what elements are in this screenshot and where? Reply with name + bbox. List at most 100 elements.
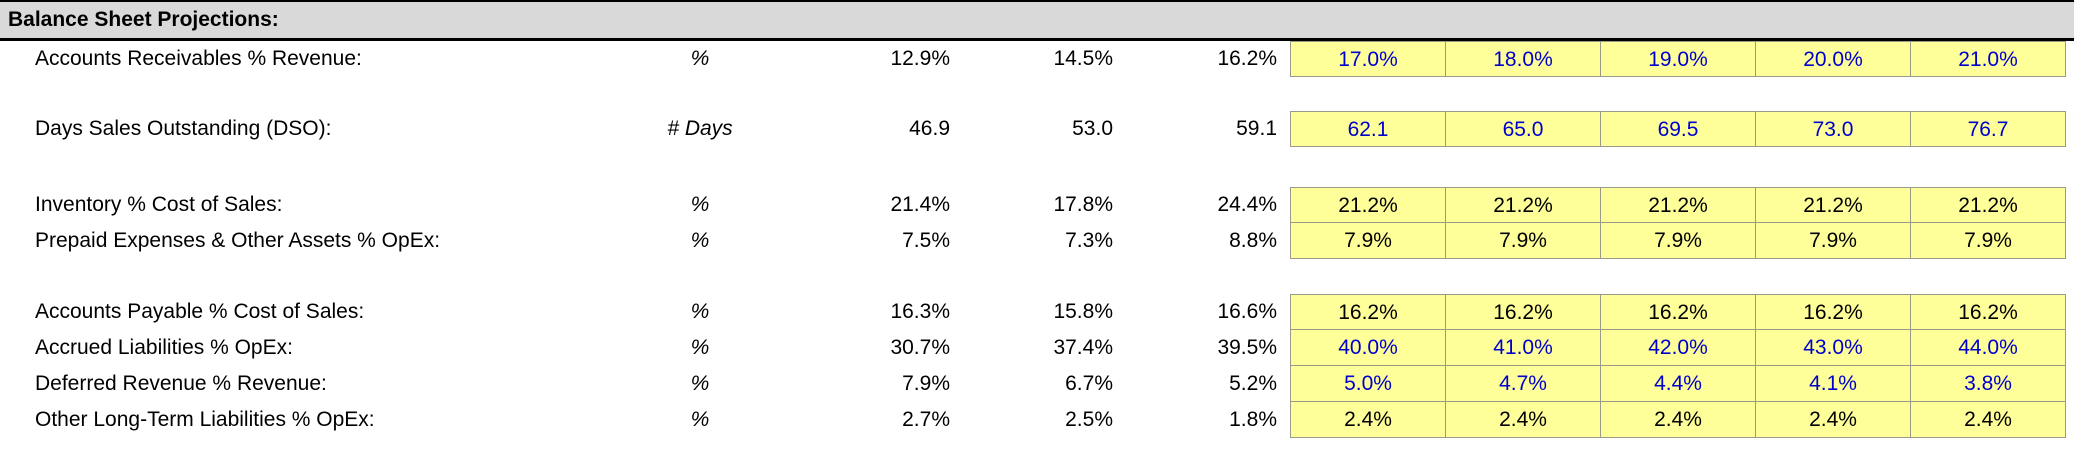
historical-value-cell: 53.0: [1072, 117, 1113, 140]
table-row-wrap: Accrued Liabilities % OpEx: % 30.7% 37.4…: [0, 330, 2074, 366]
projection-input-cell[interactable]: 7.9%: [1601, 223, 1756, 258]
row-unit: %: [690, 193, 710, 216]
column-gap: [1277, 366, 1290, 402]
projection-input-cell[interactable]: 4.1%: [1756, 366, 1911, 401]
historical-value-cell: 14.5%: [1053, 47, 1113, 70]
historical-value-cell: 30.7%: [890, 336, 950, 359]
projection-input-strip: 62.1 65.0 69.5 73.0 76.7: [1290, 111, 2066, 147]
historical-value-cell: 17.8%: [1053, 193, 1113, 216]
projection-input-cell[interactable]: 76.7: [1967, 118, 2009, 141]
historical-value-cell: 21.4%: [890, 193, 950, 216]
table-row-wrap: Accounts Receivables % Revenue: % 12.9% …: [0, 41, 2074, 77]
projection-input-cell[interactable]: 20.0%: [1756, 42, 1911, 76]
projection-input-cell[interactable]: 21.2%: [1291, 188, 1446, 222]
projection-input-cell[interactable]: 17.0%: [1291, 42, 1446, 76]
projection-input-strip: 16.2% 16.2% 16.2% 16.2% 16.2%: [1290, 294, 2066, 330]
projection-input-cell[interactable]: 73.0: [1756, 112, 1911, 146]
projection-input-cell[interactable]: 2.4%: [1756, 402, 1911, 437]
row-label: Days Sales Outstanding (DSO):: [35, 117, 332, 140]
projection-input-cell[interactable]: 16.2%: [1291, 295, 1446, 329]
projection-input-strip: 17.0% 18.0% 19.0% 20.0% 21.0%: [1290, 41, 2066, 77]
projection-input-cell[interactable]: 21.2%: [1446, 188, 1601, 222]
row-unit: %: [690, 229, 710, 252]
projection-input-strip: 7.9% 7.9% 7.9% 7.9% 7.9%: [1290, 223, 2066, 259]
projection-input-cell[interactable]: 7.9%: [1964, 229, 2012, 252]
table-row: Accrued Liabilities % OpEx: % 30.7% 37.4…: [0, 330, 2074, 366]
projection-input-cell[interactable]: 69.5: [1601, 112, 1756, 146]
row-unit: %: [690, 372, 710, 395]
blank-spacer-row: [0, 259, 2074, 294]
projection-input-cell[interactable]: 62.1: [1291, 112, 1446, 146]
column-gap: [1277, 41, 1290, 77]
section-title: Balance Sheet Projections:: [8, 8, 279, 31]
projection-input-cell[interactable]: 2.4%: [1446, 402, 1601, 437]
historical-value-cell: 1.8%: [1229, 408, 1277, 431]
row-label: Deferred Revenue % Revenue:: [35, 372, 327, 395]
table-row: Days Sales Outstanding (DSO): # Days 46.…: [0, 111, 2074, 147]
historical-value-cell: 16.2%: [1217, 47, 1277, 70]
projection-input-cell[interactable]: 2.4%: [1291, 402, 1446, 437]
projection-input-cell[interactable]: 3.8%: [1964, 372, 2012, 395]
table-row-wrap: Inventory % Cost of Sales: % 21.4% 17.8%…: [0, 187, 2074, 223]
projection-input-cell[interactable]: 21.2%: [1601, 188, 1756, 222]
historical-value-cell: 6.7%: [1065, 372, 1113, 395]
projection-input-cell[interactable]: 19.0%: [1601, 42, 1756, 76]
projection-input-cell[interactable]: 21.2%: [1958, 194, 2018, 217]
table-row: Other Long-Term Liabilities % OpEx: % 2.…: [0, 402, 2074, 438]
projection-input-cell[interactable]: 44.0%: [1958, 336, 2018, 359]
column-gap: [1277, 223, 1290, 259]
row-label: Accrued Liabilities % OpEx:: [35, 336, 293, 359]
projection-input-strip: 2.4% 2.4% 2.4% 2.4% 2.4%: [1290, 402, 2066, 438]
projection-input-strip: 40.0% 41.0% 42.0% 43.0% 44.0%: [1290, 330, 2066, 366]
historical-value-cell: 2.7%: [902, 408, 950, 431]
projection-input-cell[interactable]: 16.2%: [1601, 295, 1756, 329]
table-row-wrap: Days Sales Outstanding (DSO): # Days 46.…: [0, 111, 2074, 147]
projection-input-cell[interactable]: 65.0: [1446, 112, 1601, 146]
row-unit: %: [690, 47, 710, 70]
projection-input-cell[interactable]: 21.0%: [1958, 48, 2018, 71]
projection-input-cell[interactable]: 2.4%: [1601, 402, 1756, 437]
projection-input-cell[interactable]: 41.0%: [1446, 330, 1601, 365]
projection-input-cell[interactable]: 7.9%: [1291, 223, 1446, 258]
blank-spacer-row: [0, 77, 2074, 111]
column-gap: [1277, 111, 1290, 147]
historical-value-cell: 16.6%: [1217, 300, 1277, 323]
projection-rows-container: Accounts Receivables % Revenue: % 12.9% …: [0, 41, 2074, 438]
row-label: Inventory % Cost of Sales:: [35, 193, 283, 216]
table-row: Accounts Receivables % Revenue: % 12.9% …: [0, 41, 2074, 77]
historical-value-cell: 37.4%: [1053, 336, 1113, 359]
column-gap: [1277, 187, 1290, 223]
historical-value-cell: 15.8%: [1053, 300, 1113, 323]
table-row-wrap: Other Long-Term Liabilities % OpEx: % 2.…: [0, 402, 2074, 438]
historical-value-cell: 7.9%: [902, 372, 950, 395]
projection-input-cell[interactable]: 43.0%: [1756, 330, 1911, 365]
historical-value-cell: 59.1: [1236, 117, 1277, 140]
projection-input-cell[interactable]: 7.9%: [1756, 223, 1911, 258]
projection-input-cell[interactable]: 40.0%: [1291, 330, 1446, 365]
table-row: Prepaid Expenses & Other Assets % OpEx: …: [0, 223, 2074, 259]
historical-value-cell: 12.9%: [890, 47, 950, 70]
column-gap: [1277, 330, 1290, 366]
projection-input-cell[interactable]: 16.2%: [1446, 295, 1601, 329]
projection-input-cell[interactable]: 21.2%: [1756, 188, 1911, 222]
row-unit: %: [690, 336, 710, 359]
row-label: Accounts Payable % Cost of Sales:: [35, 300, 365, 323]
projection-input-cell[interactable]: 4.4%: [1601, 366, 1756, 401]
historical-value-cell: 39.5%: [1217, 336, 1277, 359]
historical-value-cell: 7.5%: [902, 229, 950, 252]
row-label: Accounts Receivables % Revenue:: [35, 47, 362, 70]
blank-spacer-row: [0, 147, 2074, 187]
projection-input-cell[interactable]: 7.9%: [1446, 223, 1601, 258]
table-row-wrap: Deferred Revenue % Revenue: % 7.9% 6.7% …: [0, 366, 2074, 402]
projection-input-cell[interactable]: 2.4%: [1964, 408, 2012, 431]
table-row-wrap: Accounts Payable % Cost of Sales: % 16.3…: [0, 294, 2074, 330]
projection-input-cell[interactable]: 42.0%: [1601, 330, 1756, 365]
projection-input-cell[interactable]: 4.7%: [1446, 366, 1601, 401]
row-label: Other Long-Term Liabilities % OpEx:: [35, 408, 375, 431]
projection-input-cell[interactable]: 16.2%: [1958, 301, 2018, 324]
projection-input-cell[interactable]: 16.2%: [1756, 295, 1911, 329]
column-gap: [1277, 402, 1290, 438]
projection-input-cell[interactable]: 5.0%: [1291, 366, 1446, 401]
projection-input-cell[interactable]: 18.0%: [1446, 42, 1601, 76]
